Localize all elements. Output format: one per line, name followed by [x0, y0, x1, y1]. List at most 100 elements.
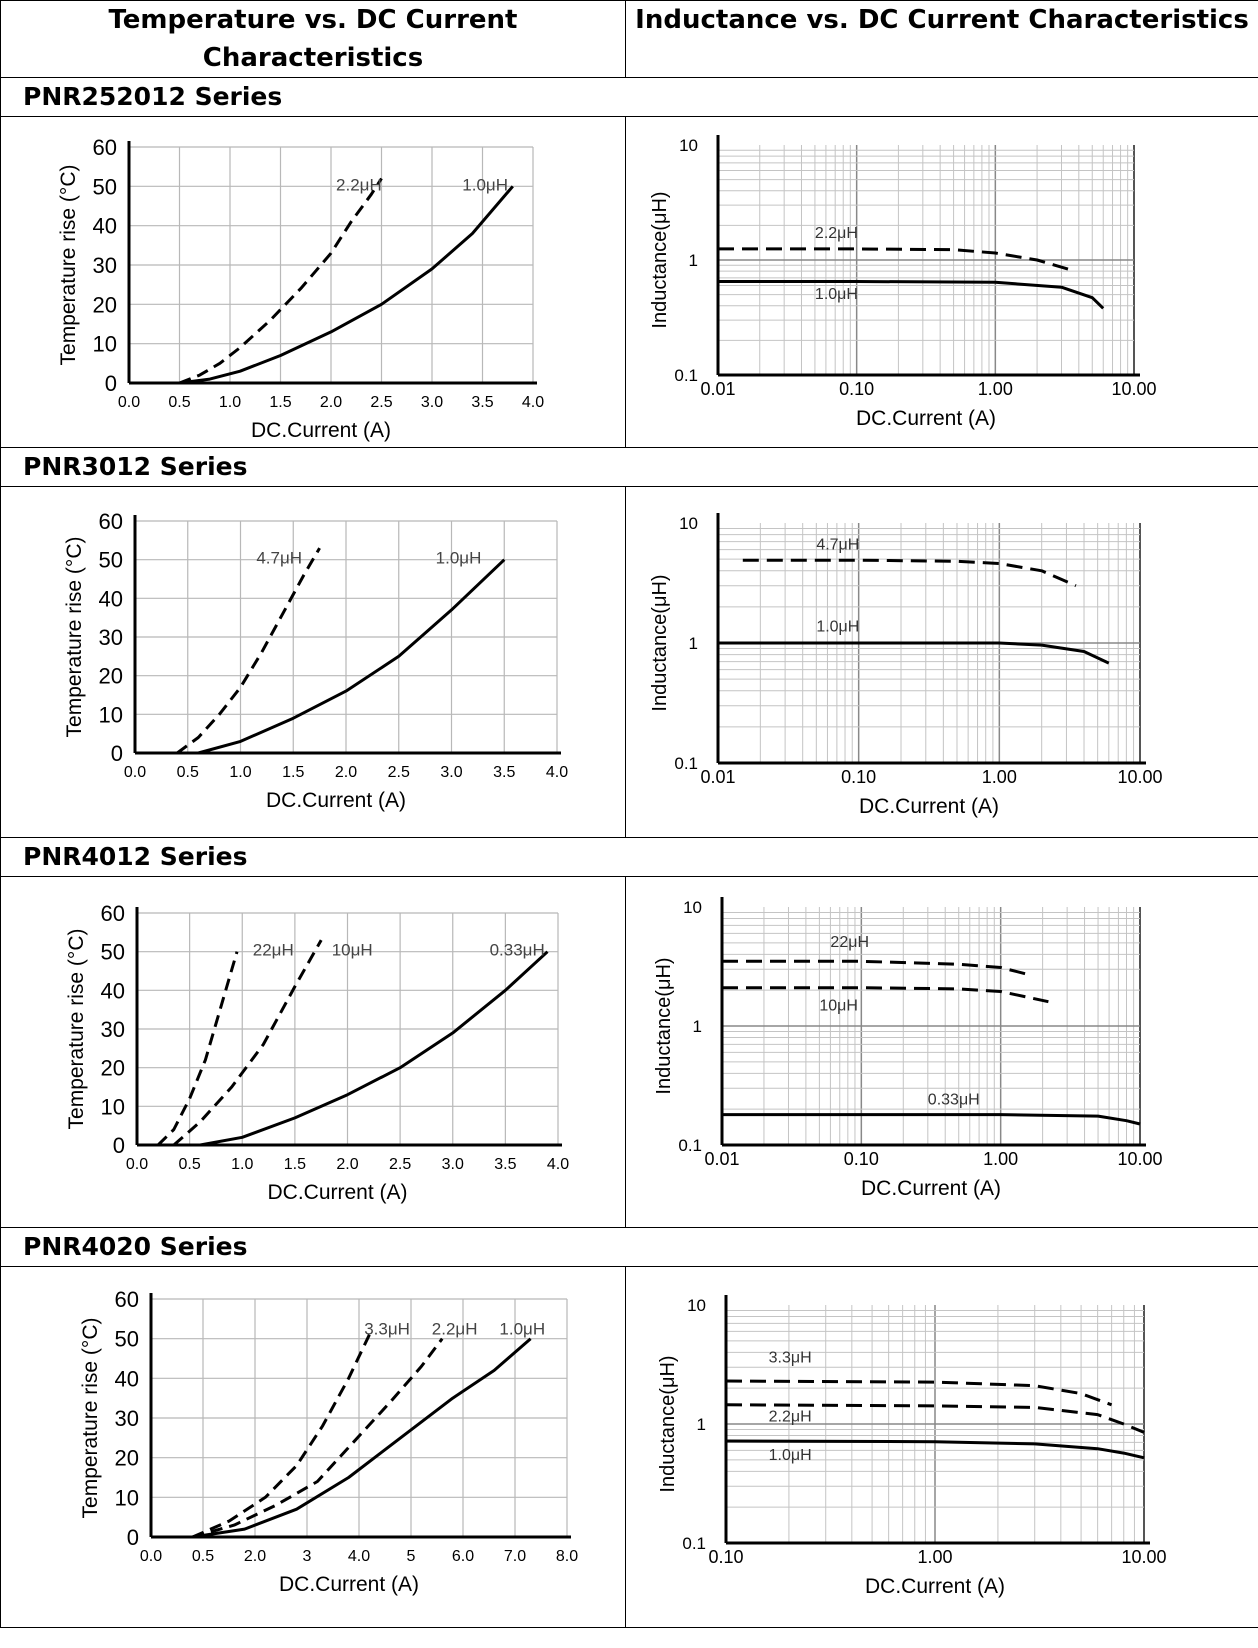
series-label: 0.33μH — [490, 941, 545, 960]
x-tick-label: 0.10 — [708, 1547, 743, 1567]
y-tick-label: 0 — [113, 1133, 125, 1158]
series-label: 2.2μH — [769, 1408, 812, 1425]
y-tick-label: 0 — [127, 1525, 139, 1550]
y-tick-label: 60 — [101, 901, 125, 926]
y-tick-label: 10 — [115, 1485, 139, 1510]
x-tick-label: 3.5 — [493, 764, 515, 781]
ind-chart-cell: 0.1 1 10 0.01 0.10 1.00 10.00 DC.Current (A) Ind… — [625, 486, 1258, 838]
x-tick-label: 0.5 — [179, 1156, 201, 1173]
series-label: 0.33μH — [928, 1091, 980, 1108]
y-axis-title: Temperature rise (°C) — [65, 929, 88, 1130]
x-tick-label: 3.0 — [421, 394, 443, 411]
series-label: 22μH — [830, 934, 869, 951]
inductance-chart: 0.1 1 10 0.10 1.00 10.00 DC.Current (A) Inducta… — [657, 1295, 1167, 1598]
series-label: 4.7μH — [256, 549, 302, 568]
y-tick-label: 0.1 — [678, 1136, 702, 1155]
x-axis-title: DC.Current (A) — [861, 1177, 1001, 1200]
x-axis-title: DC.Current (A) — [279, 1573, 419, 1596]
y-axis-title: Temperature rise (°C) — [57, 165, 80, 366]
y-axis-title: Temperature rise (°C) — [79, 1318, 102, 1519]
y-axis-title: Temperature rise (°C) — [63, 537, 86, 738]
x-tick-label: 2.0 — [336, 1156, 358, 1173]
x-tick-label: 2.0 — [335, 764, 357, 781]
x-tick-label: 0.01 — [700, 379, 735, 399]
series-label: 10μH — [819, 997, 858, 1014]
series-line — [157, 951, 239, 1147]
x-tick-label: 4.0 — [546, 764, 568, 781]
series-line — [722, 986, 1049, 1004]
series-label: 1.0μH — [816, 618, 859, 635]
y-tick-label: 10 — [683, 898, 702, 917]
x-tick-label: 1.0 — [231, 1156, 253, 1173]
x-tick-label: 0.0 — [140, 1548, 162, 1565]
x-tick-label: 3.5 — [494, 1156, 516, 1173]
ind-chart-cell: 0.1 1 10 0.01 0.10 1.00 10.00 DC.Current (A) Ind… — [625, 116, 1258, 448]
x-tick-label: 0.5 — [177, 764, 199, 781]
y-tick-label: 30 — [115, 1406, 139, 1431]
x-tick-label: 10.00 — [1111, 379, 1156, 399]
series-label: 3.3μH — [769, 1349, 812, 1366]
series-label: 1.0μH — [815, 286, 858, 303]
y-tick-label: 1 — [689, 251, 698, 270]
series-line — [718, 641, 1110, 665]
y-tick-label: 10 — [99, 702, 123, 727]
series-title-pnr4020: PNR4020 Series — [0, 1227, 1258, 1267]
x-tick-label: 4.0 — [348, 1548, 370, 1565]
y-tick-label: 20 — [115, 1446, 139, 1471]
series-label: 4.7μH — [816, 537, 859, 554]
y-axis-title: Inductance(μH) — [657, 1355, 679, 1492]
x-axis-title: DC.Current (A) — [865, 1575, 1005, 1598]
y-tick-label: 10 — [687, 1296, 706, 1315]
x-tick-label: 2.5 — [370, 394, 392, 411]
y-tick-label: 50 — [93, 174, 117, 199]
x-tick-label: 0.5 — [168, 394, 190, 411]
y-tick-label: 1 — [697, 1415, 706, 1434]
x-axis-title: DC.Current (A) — [266, 789, 406, 812]
ind-chart-cell: 0.1 1 10 0.10 1.00 10.00 DC.Current (A) Inducta… — [625, 1266, 1258, 1628]
series-title-pnr4012: PNR4012 Series — [0, 837, 1258, 877]
x-tick-label: 2.5 — [388, 764, 410, 781]
series-line — [192, 1337, 444, 1539]
series-label: 1.0μH — [499, 1320, 545, 1339]
temp-chart-cell: 0 10 20 30 40 50 60 0.0 0.5 1.0 1.5 2.0 2.5 3.0 3.5 4.0… — [0, 116, 626, 448]
series-label: 1.0μH — [462, 175, 508, 194]
x-tick-label: 7.0 — [504, 1548, 526, 1565]
y-tick-label: 50 — [101, 940, 125, 965]
series-line — [718, 280, 1105, 310]
inductance-chart: 0.1 1 10 0.01 0.10 1.00 10.00 DC.Current (A) Ind… — [653, 897, 1163, 1200]
header-inductance: Inductance vs. DC Current Characteristic… — [625, 0, 1258, 78]
x-axis-title: DC.Current (A) — [251, 419, 391, 442]
x-tick-label: 4.0 — [547, 1156, 569, 1173]
series-line — [725, 1379, 1113, 1407]
series-line — [725, 1403, 1145, 1434]
x-axis-title: DC.Current (A) — [859, 795, 999, 818]
y-axis-title: Inductance(μH) — [649, 191, 671, 328]
x-tick-label: 1.00 — [917, 1547, 952, 1567]
series-label: 1.0μH — [436, 549, 482, 568]
x-tick-label: 2.0 — [320, 394, 342, 411]
x-tick-label: 0.0 — [118, 394, 140, 411]
y-axis-title: Inductance(μH) — [649, 574, 671, 711]
x-tick-label: 10.00 — [1117, 767, 1162, 787]
series-line — [199, 950, 549, 1147]
x-axis-title: DC.Current (A) — [267, 1181, 407, 1204]
x-tick-label: 2.0 — [244, 1548, 266, 1565]
y-tick-label: 60 — [99, 509, 123, 534]
series-label: 22μH — [253, 941, 294, 960]
temp-chart-cell: 0 10 20 30 40 50 60 0.0 0.5 1.0 1.5 2.0 2.5 3.0 3.5 4.0… — [0, 486, 626, 838]
y-tick-label: 50 — [115, 1327, 139, 1352]
temp-chart-cell: 0 10 20 30 40 50 60 0.0 0.5 2.0 3 4.0 5 6.0 7.0 8.0 DC.C… — [0, 1266, 626, 1628]
y-tick-label: 10 — [93, 332, 117, 357]
x-tick-label: 0.01 — [700, 767, 735, 787]
x-tick-label: 1.0 — [229, 764, 251, 781]
y-tick-label: 10 — [679, 514, 698, 533]
series-line — [718, 247, 1072, 272]
x-tick-label: 1.0 — [219, 394, 241, 411]
series-line — [172, 939, 323, 1147]
x-tick-label: 1.5 — [284, 1156, 306, 1173]
temperature-chart: 0 10 20 30 40 50 60 0.0 0.5 2.0 3 4.0 5 6.0 7.0 8.0 DC.C… — [79, 1287, 578, 1596]
y-tick-label: 10 — [679, 136, 698, 155]
y-tick-label: 0.1 — [682, 1534, 706, 1553]
y-tick-label: 1 — [693, 1017, 702, 1036]
